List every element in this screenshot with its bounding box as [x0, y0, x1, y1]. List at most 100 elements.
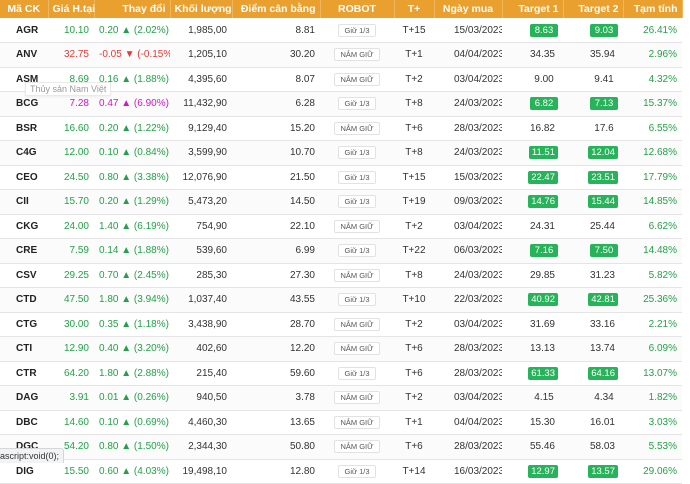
header-price[interactable]: Giá H.tại: [48, 0, 95, 18]
provisional-pnl: 2.96%: [648, 49, 677, 61]
target-1: 16.82: [529, 122, 555, 134]
table-row[interactable]: CRE 7.59 0.14 ▲ (1.88%) 539,60 6.99 Giữ 1/3 T+…: [0, 238, 682, 263]
table-row[interactable]: CKG 24.00 1.40 ▲ (6.19%) 754,90 22.10 NẮM GIỮ…: [0, 214, 682, 239]
current-price: 14.60: [63, 416, 89, 428]
current-price: 15.50: [63, 465, 89, 477]
stock-code[interactable]: BCG: [16, 98, 39, 110]
volume: 940,50: [196, 392, 227, 404]
t-plus-days: T+8: [405, 269, 423, 281]
target-1: 4.15: [534, 392, 554, 404]
provisional-pnl: 13.07%: [643, 367, 677, 379]
target-1: 22.47: [528, 170, 558, 184]
header-pnl[interactable]: Tạm tính: [623, 0, 683, 18]
robot-signal-badge: NẮM GIỮ: [334, 72, 380, 86]
table-row[interactable]: CTG 30.00 0.35 ▲ (1.18%) 3,438,90 28.70 NẮM G…: [0, 312, 682, 337]
company-name-tooltip: Thủy sản Nam Việt: [25, 82, 112, 96]
stock-code[interactable]: DIG: [16, 465, 34, 477]
table-row[interactable]: C4G 12.00 0.10 ▲ (0.84%) 3,599,90 10.70 Giữ 1…: [0, 140, 682, 165]
stock-code[interactable]: DBC: [16, 416, 38, 428]
table-row[interactable]: CEO 24.50 0.80 ▲ (3.38%) 12,076,90 21.50 Giữ …: [0, 165, 682, 190]
breakeven-price: 3.78: [295, 392, 315, 404]
header-buy-date[interactable]: Ngày mua: [434, 0, 503, 18]
stock-code[interactable]: C4G: [16, 147, 37, 159]
stock-code[interactable]: CEO: [16, 171, 38, 183]
stock-code[interactable]: DGC: [16, 441, 39, 453]
table-row[interactable]: BCG 7.28 0.47 ▲ (6.90%) 11,432,90 6.28 Giữ 1/…: [0, 91, 682, 116]
table-row[interactable]: CTR 64.20 1.80 ▲ (2.88%) 215,40 59.60 Giữ 1/3…: [0, 361, 682, 386]
stock-code[interactable]: ANV: [16, 49, 38, 61]
price-change: 0.80 ▲ (1.50%): [99, 441, 169, 453]
header-volume[interactable]: Khối lượng: [170, 0, 233, 18]
target-1: 11.51: [528, 146, 558, 160]
breakeven-price: 13.65: [289, 416, 315, 428]
robot-signal-badge: NẮM GIỮ: [334, 268, 380, 282]
header-code[interactable]: Mã CK: [0, 0, 49, 18]
header-target2[interactable]: Target 2: [563, 0, 624, 18]
t-plus-days: T+1: [405, 416, 423, 428]
table-row[interactable]: CSV 29.25 0.70 ▲ (2.45%) 285,30 27.30 NẮM GIỮ…: [0, 263, 682, 288]
header-tplus[interactable]: T+: [394, 0, 435, 18]
stock-code[interactable]: CTR: [16, 367, 37, 379]
target-2: 23.51: [588, 170, 618, 184]
buy-date: 28/03/2023: [454, 441, 502, 453]
browser-status-bar: ascript:void(0);: [0, 448, 65, 463]
price-change: 0.20 ▲ (1.22%): [99, 122, 169, 134]
stock-code[interactable]: CSV: [16, 269, 37, 281]
robot-signal-badge: NẮM GIỮ: [334, 391, 380, 405]
provisional-pnl: 6.55%: [648, 122, 677, 134]
buy-date: 03/04/2023: [454, 392, 502, 404]
target-1: 24.31: [529, 220, 555, 232]
stock-code[interactable]: CKG: [16, 220, 39, 232]
header-change[interactable]: Thay đổi: [94, 0, 171, 18]
header-robot[interactable]: ROBOT: [320, 0, 395, 18]
breakeven-price: 59.60: [289, 367, 315, 379]
table-row[interactable]: AGR 10.10 0.20 ▲ (2.02%) 1,985,00 8.81 Giữ 1/…: [0, 18, 682, 43]
target-2: 35.94: [589, 49, 615, 61]
header-breakeven[interactable]: Điểm cân bằng: [232, 0, 321, 18]
table-row[interactable]: CII 15.70 0.20 ▲ (1.29%) 5,473,20 14.50 Giữ 1…: [0, 189, 682, 214]
target-2: 64.16: [588, 366, 618, 380]
stock-code[interactable]: DAG: [16, 392, 39, 404]
target-2: 12.04: [588, 146, 618, 160]
buy-date: 03/04/2023: [454, 220, 502, 232]
current-price: 16.60: [63, 122, 89, 134]
stock-code[interactable]: CTD: [16, 294, 37, 306]
stock-code[interactable]: CII: [16, 196, 29, 208]
table-row[interactable]: DAG 3.91 0.01 ▲ (0.26%) 940,50 3.78 NẮM GIỮ T+…: [0, 385, 682, 410]
volume: 402,60: [196, 343, 227, 355]
target-2: 13.57: [588, 464, 618, 478]
table-row[interactable]: CTD 47.50 1.80 ▲ (3.94%) 1,037,40 43.55 Giữ 1…: [0, 287, 682, 312]
header-target1[interactable]: Target 1: [502, 0, 564, 18]
stock-code[interactable]: CRE: [16, 245, 38, 257]
volume: 9,129,40: [188, 122, 227, 134]
stock-code[interactable]: CTG: [16, 318, 38, 330]
target-2: 17.6: [594, 122, 614, 134]
target-1: 12.97: [528, 464, 558, 478]
provisional-pnl: 6.09%: [648, 343, 677, 355]
target-1: 61.33: [528, 366, 558, 380]
target-1: 55.46: [529, 441, 555, 453]
table-row[interactable]: DBC 14.60 0.10 ▲ (0.69%) 4,460,30 13.65 NẮM G…: [0, 410, 682, 435]
buy-date: 24/03/2023: [454, 147, 502, 159]
target-2: 9.41: [594, 73, 614, 85]
current-price: 24.00: [63, 220, 89, 232]
volume: 4,460,30: [188, 416, 227, 428]
table-row[interactable]: ASM 8.69 0.16 ▲ (1.88%) 4,395,60 8.07 NẮM GIỮ…: [0, 67, 682, 92]
current-price: 12.00: [63, 147, 89, 159]
table-row[interactable]: DGC 54.20 0.80 ▲ (1.50%) 2,344,30 50.80 NẮM G…: [0, 434, 682, 459]
provisional-pnl: 4.32%: [648, 73, 677, 85]
table-row[interactable]: BSR 16.60 0.20 ▲ (1.22%) 9,129,40 15.20 NẮM G…: [0, 116, 682, 141]
stock-code[interactable]: ASM: [16, 73, 39, 85]
price-change: 0.60 ▲ (4.03%): [99, 465, 169, 477]
volume: 3,599,90: [188, 147, 227, 159]
target-2: 7.50: [590, 244, 618, 258]
breakeven-price: 28.70: [289, 318, 315, 330]
stock-code[interactable]: CTI: [16, 343, 33, 355]
stock-code[interactable]: AGR: [16, 24, 39, 36]
t-plus-days: T+6: [405, 367, 423, 379]
stock-code[interactable]: BSR: [16, 122, 38, 134]
table-row[interactable]: CTI 12.90 0.40 ▲ (3.20%) 402,60 12.20 NẮM GIỮ…: [0, 336, 682, 361]
price-change: 0.10 ▲ (0.69%): [99, 416, 169, 428]
t-plus-days: T+1: [405, 49, 423, 61]
table-row[interactable]: ANV 32.75 -0.05 ▼ (-0.15%) 1,205,10 30.20 NẮM…: [0, 42, 682, 67]
